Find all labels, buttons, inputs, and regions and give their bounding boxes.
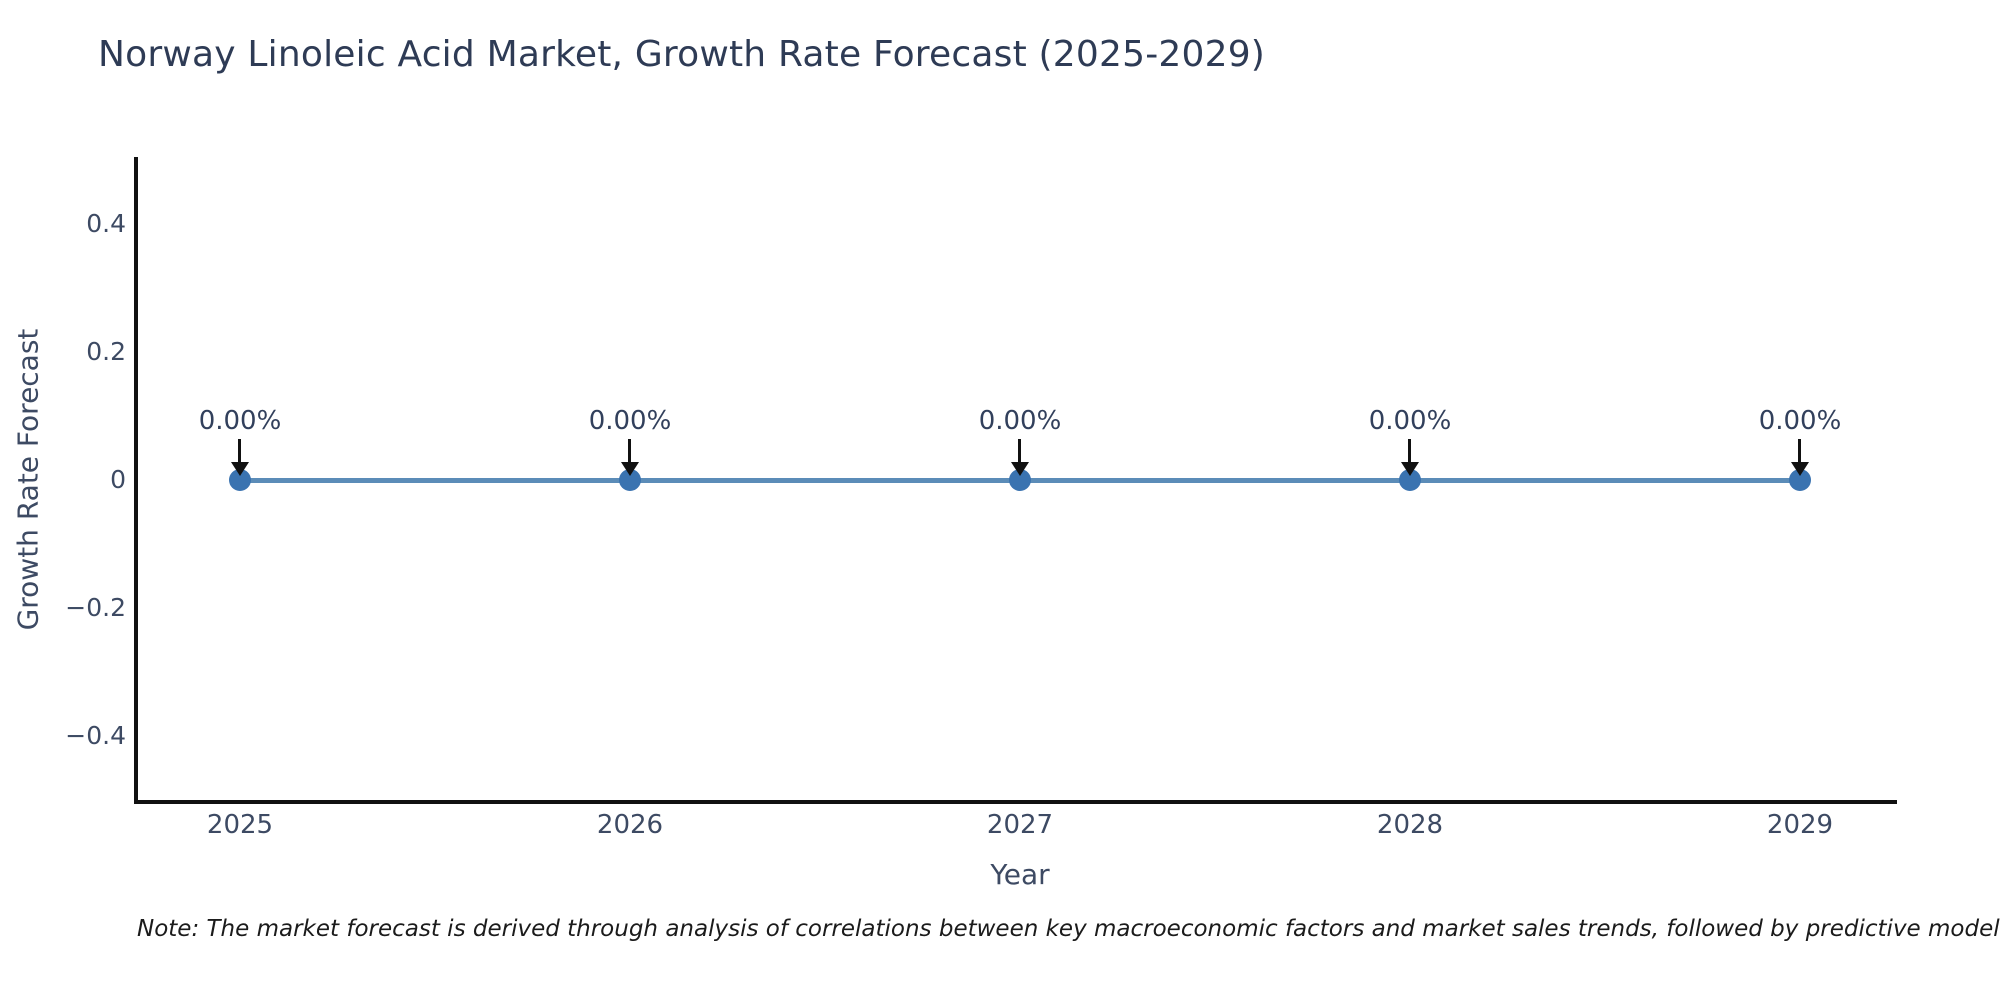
annotation-arrow-shaft [238, 439, 241, 464]
point-annotation-label: 0.00% [978, 406, 1062, 436]
x-tick-label: 2027 [986, 810, 1054, 840]
x-tick-label: 2026 [596, 810, 664, 840]
x-tick-label: 2025 [206, 810, 274, 840]
point-annotation-label: 0.00% [1758, 406, 1842, 436]
x-axis-title: Year [990, 858, 1050, 891]
y-tick-label: 0.2 [86, 337, 126, 366]
footnote: Note: The market forecast is derived thr… [137, 916, 2000, 942]
annotation-arrowhead-icon [1791, 462, 1809, 476]
x-tick-label: 2028 [1376, 810, 1444, 840]
x-tick-label: 2029 [1766, 810, 1834, 840]
y-axis-line [134, 157, 138, 804]
annotation-arrow-shaft [628, 439, 631, 464]
point-annotation-label: 0.00% [588, 406, 672, 436]
chart-title: Norway Linoleic Acid Market, Growth Rate… [98, 34, 1266, 75]
annotation-arrow-shaft [1798, 439, 1801, 464]
annotation-arrowhead-icon [1401, 462, 1419, 476]
y-tick-label: 0 [110, 465, 126, 494]
annotation-arrowhead-icon [231, 462, 249, 476]
point-annotation-label: 0.00% [198, 406, 282, 436]
y-tick-label: −0.2 [65, 593, 126, 622]
point-annotation-label: 0.00% [1368, 406, 1452, 436]
annotation-arrow-shaft [1018, 439, 1021, 464]
y-tick-label: −0.4 [65, 721, 126, 750]
x-axis-line [134, 800, 1897, 804]
annotation-arrow-shaft [1408, 439, 1411, 464]
annotation-arrowhead-icon [1011, 462, 1029, 476]
annotation-arrowhead-icon [621, 462, 639, 476]
y-tick-label: 0.4 [86, 209, 126, 238]
